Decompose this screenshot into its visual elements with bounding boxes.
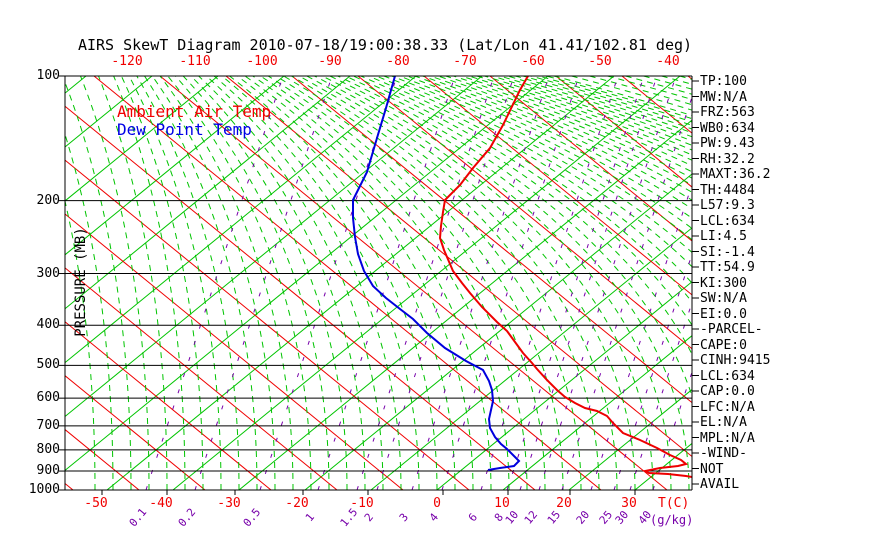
top-temp-tick-label: -110: [179, 54, 211, 69]
bottom-temp-tick-label: -40: [149, 496, 173, 511]
dew-point-curve: [352, 76, 521, 471]
stat-row-label: KI:300: [700, 275, 747, 291]
plot-area: [65, 76, 692, 490]
pressure-tick-label: 800: [36, 441, 60, 457]
stat-row-label: EI:0.0: [700, 306, 747, 322]
pressure-tick-label: 600: [36, 390, 60, 406]
stat-row-label: LFC:N/A: [700, 399, 755, 415]
bottom-temp-tick-label: -20: [285, 496, 309, 511]
mixing-ratio-unit-label: (g/kg): [650, 513, 694, 527]
stat-row-label: -PARCEL-: [700, 322, 763, 337]
stat-row-label: AVAIL: [700, 477, 740, 492]
stat-row-label: TP:100: [700, 74, 747, 89]
bottom-temp-tick-label: -30: [217, 496, 241, 511]
stat-row-label: CINH:9415: [700, 353, 771, 368]
bottom-temp-tick-label: 30: [621, 496, 637, 511]
stat-row-label: RH:32.2: [700, 151, 755, 167]
stat-row-label: CAP:0.0: [700, 384, 755, 399]
stat-row-label: MPL:N/A: [700, 430, 755, 446]
stat-row-label: CAPE:0: [700, 337, 747, 353]
legend-dew-point: Dew Point Temp: [117, 120, 252, 139]
pressure-axis-label: PRESSURE (MB): [73, 227, 89, 337]
top-temp-tick-label: -60: [521, 54, 545, 69]
top-temp-tick-label: -80: [386, 54, 410, 69]
stat-row-label: EL:N/A: [700, 415, 747, 430]
stat-row-label: TT:54.9: [700, 260, 755, 275]
stat-row-label: PW:9.43: [700, 136, 755, 151]
bottom-temp-tick-label: 20: [556, 496, 572, 511]
stat-row-label: MW:N/A: [700, 89, 747, 105]
pressure-tick-label: 500: [36, 357, 60, 373]
pressure-tick-label: 1000: [28, 482, 60, 497]
stat-row-label: SI:-1.4: [700, 244, 755, 260]
pressure-tick-label: 900: [36, 463, 60, 479]
pressure-tick-label: 200: [36, 192, 60, 208]
stat-row-label: FRZ:563: [700, 105, 755, 120]
top-temp-tick-label: -70: [453, 54, 477, 69]
stat-row-label: LCL:634: [700, 368, 755, 384]
bottom-temp-tick-label: 10: [494, 496, 510, 511]
temp-unit-label: T(C): [658, 496, 690, 511]
pressure-tick-label: 400: [36, 317, 60, 333]
chart-title: AIRS SkewT Diagram 2010-07-18/19:00:38.3…: [77, 36, 693, 54]
pressure-tick-label: 700: [36, 417, 60, 433]
stat-row-label: WB0:634: [700, 120, 755, 136]
pressure-gridlines: [65, 200, 692, 472]
top-temp-tick-label: -50: [588, 54, 612, 69]
bottom-temp-tick-label: -50: [84, 496, 108, 511]
stat-row-label: LCL:634: [700, 213, 755, 229]
stat-row-label: TH:4484: [700, 182, 755, 198]
top-temp-tick-label: -100: [246, 54, 278, 69]
stat-row-label: L57:9.3: [700, 198, 755, 213]
axis-ticks: [59, 75, 699, 495]
top-temp-tick-label: -40: [656, 54, 680, 69]
top-temp-tick-label: -90: [318, 54, 342, 69]
stat-row-label: NOT: [700, 461, 724, 477]
stat-row-label: -WIND-: [700, 446, 747, 461]
top-temp-tick-label: -120: [111, 54, 143, 69]
stat-row-label: SW:N/A: [700, 291, 747, 306]
legend-ambient-temp: Ambient Air Temp: [117, 102, 272, 121]
stat-row-label: MAXT:36.2: [700, 167, 771, 182]
bottom-temp-tick-label: -10: [350, 496, 374, 511]
pressure-tick-label: 300: [36, 265, 60, 281]
stat-row-label: LI:4.5: [700, 229, 747, 244]
ambient-temp-curve: [438, 76, 692, 478]
pressure-tick-label: 100: [36, 68, 60, 83]
bottom-temp-tick-label: 0: [433, 496, 441, 511]
